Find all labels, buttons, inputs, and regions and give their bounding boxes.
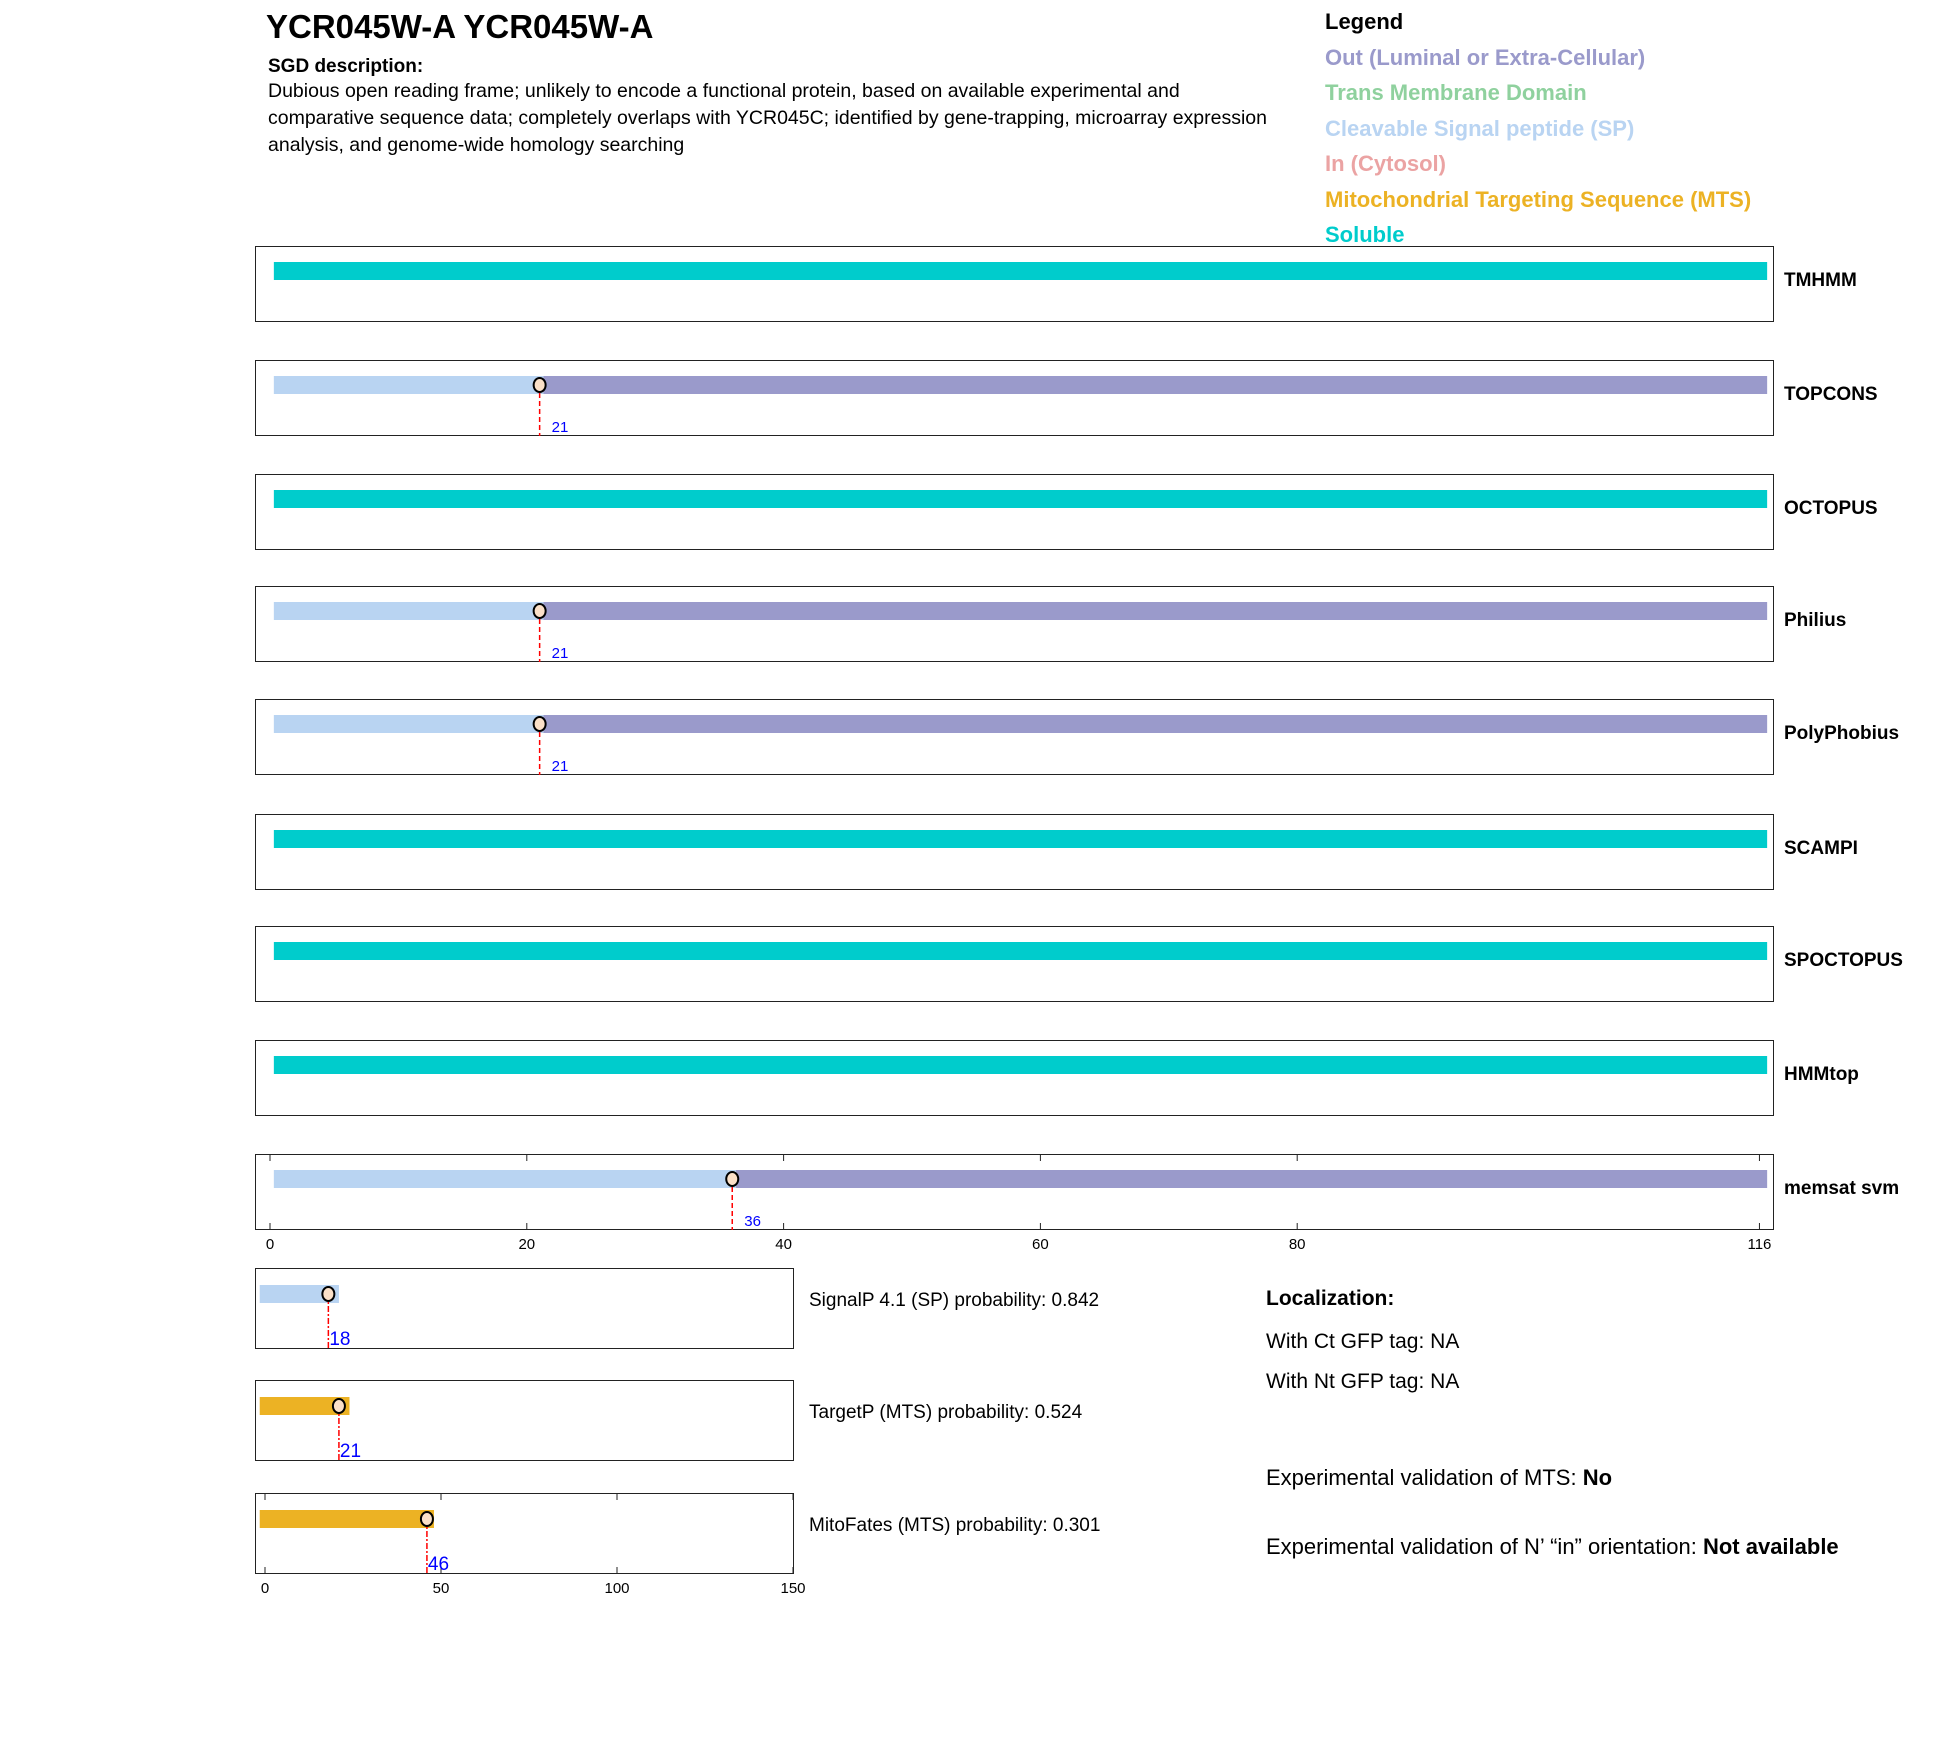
cleavage-label: 21 xyxy=(551,419,568,436)
track-svg xyxy=(273,261,1767,280)
sgd-label: SGD description: xyxy=(268,56,424,77)
segment-sp xyxy=(273,1169,740,1188)
track-box xyxy=(255,926,1774,1002)
track-svg: 21 xyxy=(273,714,1767,775)
cleavage-label: 46 xyxy=(427,1554,448,1574)
track-box: 18 xyxy=(255,1268,794,1349)
legend: Legend Out (Luminal or Extra-Cellular) Tr… xyxy=(1325,4,1751,253)
segment-soluble xyxy=(273,1055,1767,1074)
track-svg xyxy=(273,829,1767,848)
legend-title: Legend xyxy=(1325,9,1404,34)
segment-soluble xyxy=(273,829,1767,848)
track-label: TargetP (MTS) probability: 0.524 xyxy=(809,1402,1083,1423)
cleavage-marker xyxy=(532,376,547,393)
orientation-label: Experimental validation of N’ “in” orien… xyxy=(1266,1534,1703,1559)
axis-tick-label: 0 xyxy=(265,1236,275,1253)
legend-item: Cleavable Signal peptide (SP) xyxy=(1325,115,1635,141)
track-svg: 46 xyxy=(259,1492,793,1574)
segment-out xyxy=(735,1169,1767,1188)
track-label: SCAMPI xyxy=(1784,838,1858,859)
track-label: TOPCONS xyxy=(1784,384,1878,405)
legend-item: Soluble xyxy=(1325,222,1405,247)
axis-tick-label: 40 xyxy=(775,1236,792,1253)
axis-tick-label: 60 xyxy=(1032,1236,1049,1253)
axis-tick-label: 50 xyxy=(432,1580,450,1597)
mts-validation-label: Experimental validation of MTS: xyxy=(1266,1465,1583,1490)
cleavage-marker xyxy=(331,1397,346,1414)
segment-soluble xyxy=(273,489,1767,508)
segment-out xyxy=(542,714,1767,733)
track-svg xyxy=(273,1055,1767,1074)
track-box: 46 xyxy=(255,1492,794,1574)
sgd-description: Dubious open reading frame; unlikely to … xyxy=(268,80,1267,156)
segment-out xyxy=(542,601,1767,620)
track-label: MitoFates (MTS) probability: 0.301 xyxy=(809,1515,1101,1536)
mts-validation-value: No xyxy=(1582,1465,1613,1490)
legend-item: Mitochondrial Targeting Sequence (MTS) xyxy=(1325,186,1752,212)
track-box: 21 xyxy=(255,586,1774,662)
track-box xyxy=(255,474,1774,550)
track-label: Philius xyxy=(1784,610,1847,631)
axis-tick-label: 0 xyxy=(260,1580,270,1597)
orientation-validation: Experimental validation of N’ “in” orien… xyxy=(1266,1531,1846,1563)
legend-item: Out (Luminal or Extra-Cellular) xyxy=(1325,44,1646,70)
mts-validation: Experimental validation of MTS: No xyxy=(1266,1465,1612,1491)
page-title: YCR045W-A YCR045W-A xyxy=(266,8,654,45)
cleavage-marker xyxy=(532,602,547,619)
cleavage-label: 21 xyxy=(551,645,568,662)
segment-sp xyxy=(259,1284,339,1303)
track-label: OCTOPUS xyxy=(1784,498,1878,519)
axis-tick-label: 150 xyxy=(780,1580,806,1597)
segment-mts xyxy=(259,1396,349,1415)
track-box: 21 xyxy=(255,1380,794,1461)
legend-item: Trans Membrane Domain xyxy=(1325,80,1587,105)
cleavage-marker xyxy=(724,1170,739,1187)
cleavage-marker xyxy=(320,1285,335,1302)
axis-tick-label: 80 xyxy=(1288,1236,1306,1253)
track-label: PolyPhobius xyxy=(1784,723,1900,744)
track-svg: 21 xyxy=(273,375,1767,436)
track-box: 21 xyxy=(255,699,1774,775)
track-label: TMHMM xyxy=(1784,270,1857,291)
legend-item: In (Cytosol) xyxy=(1325,151,1446,176)
orientation-value: Not available xyxy=(1702,1534,1839,1559)
track-label: SignalP 4.1 (SP) probability: 0.842 xyxy=(809,1290,1100,1311)
segment-sp xyxy=(273,601,547,620)
track-label: memsat svm xyxy=(1784,1178,1900,1199)
track-box xyxy=(255,814,1774,890)
track-svg: 21 xyxy=(273,601,1767,662)
segment-sp xyxy=(273,375,547,394)
track-box xyxy=(255,1040,1774,1116)
cleavage-marker xyxy=(419,1510,434,1527)
segment-soluble xyxy=(273,261,1767,280)
cleavage-label: 36 xyxy=(744,1213,761,1230)
cleavage-label: 21 xyxy=(551,758,568,775)
track-svg: 18 xyxy=(259,1284,350,1349)
segment-soluble xyxy=(273,941,1767,960)
track-label: HMMtop xyxy=(1784,1064,1859,1085)
track-box: 36 xyxy=(255,1153,1774,1230)
nt-gfp: With Nt GFP tag: NA xyxy=(1266,1370,1460,1393)
track-svg xyxy=(273,941,1767,960)
segment-sp xyxy=(273,714,547,733)
cleavage-label: 21 xyxy=(339,1441,360,1461)
segment-mts xyxy=(259,1509,434,1528)
cleavage-marker xyxy=(532,715,547,732)
track-box xyxy=(255,246,1774,322)
track-svg xyxy=(273,489,1767,508)
track-svg: 36 xyxy=(269,1153,1767,1230)
localization-title: Localization: xyxy=(1266,1287,1395,1310)
axis-tick-label: 100 xyxy=(604,1580,630,1597)
track-svg: 21 xyxy=(259,1396,361,1461)
cleavage-label: 18 xyxy=(329,1329,350,1349)
axis-tick-label: 116 xyxy=(1747,1236,1772,1253)
segment-out xyxy=(542,375,1767,394)
ct-gfp: With Ct GFP tag: NA xyxy=(1266,1330,1460,1353)
axis-tick-label: 20 xyxy=(518,1236,536,1253)
track-label: SPOCTOPUS xyxy=(1784,950,1903,971)
track-box: 21 xyxy=(255,360,1774,436)
